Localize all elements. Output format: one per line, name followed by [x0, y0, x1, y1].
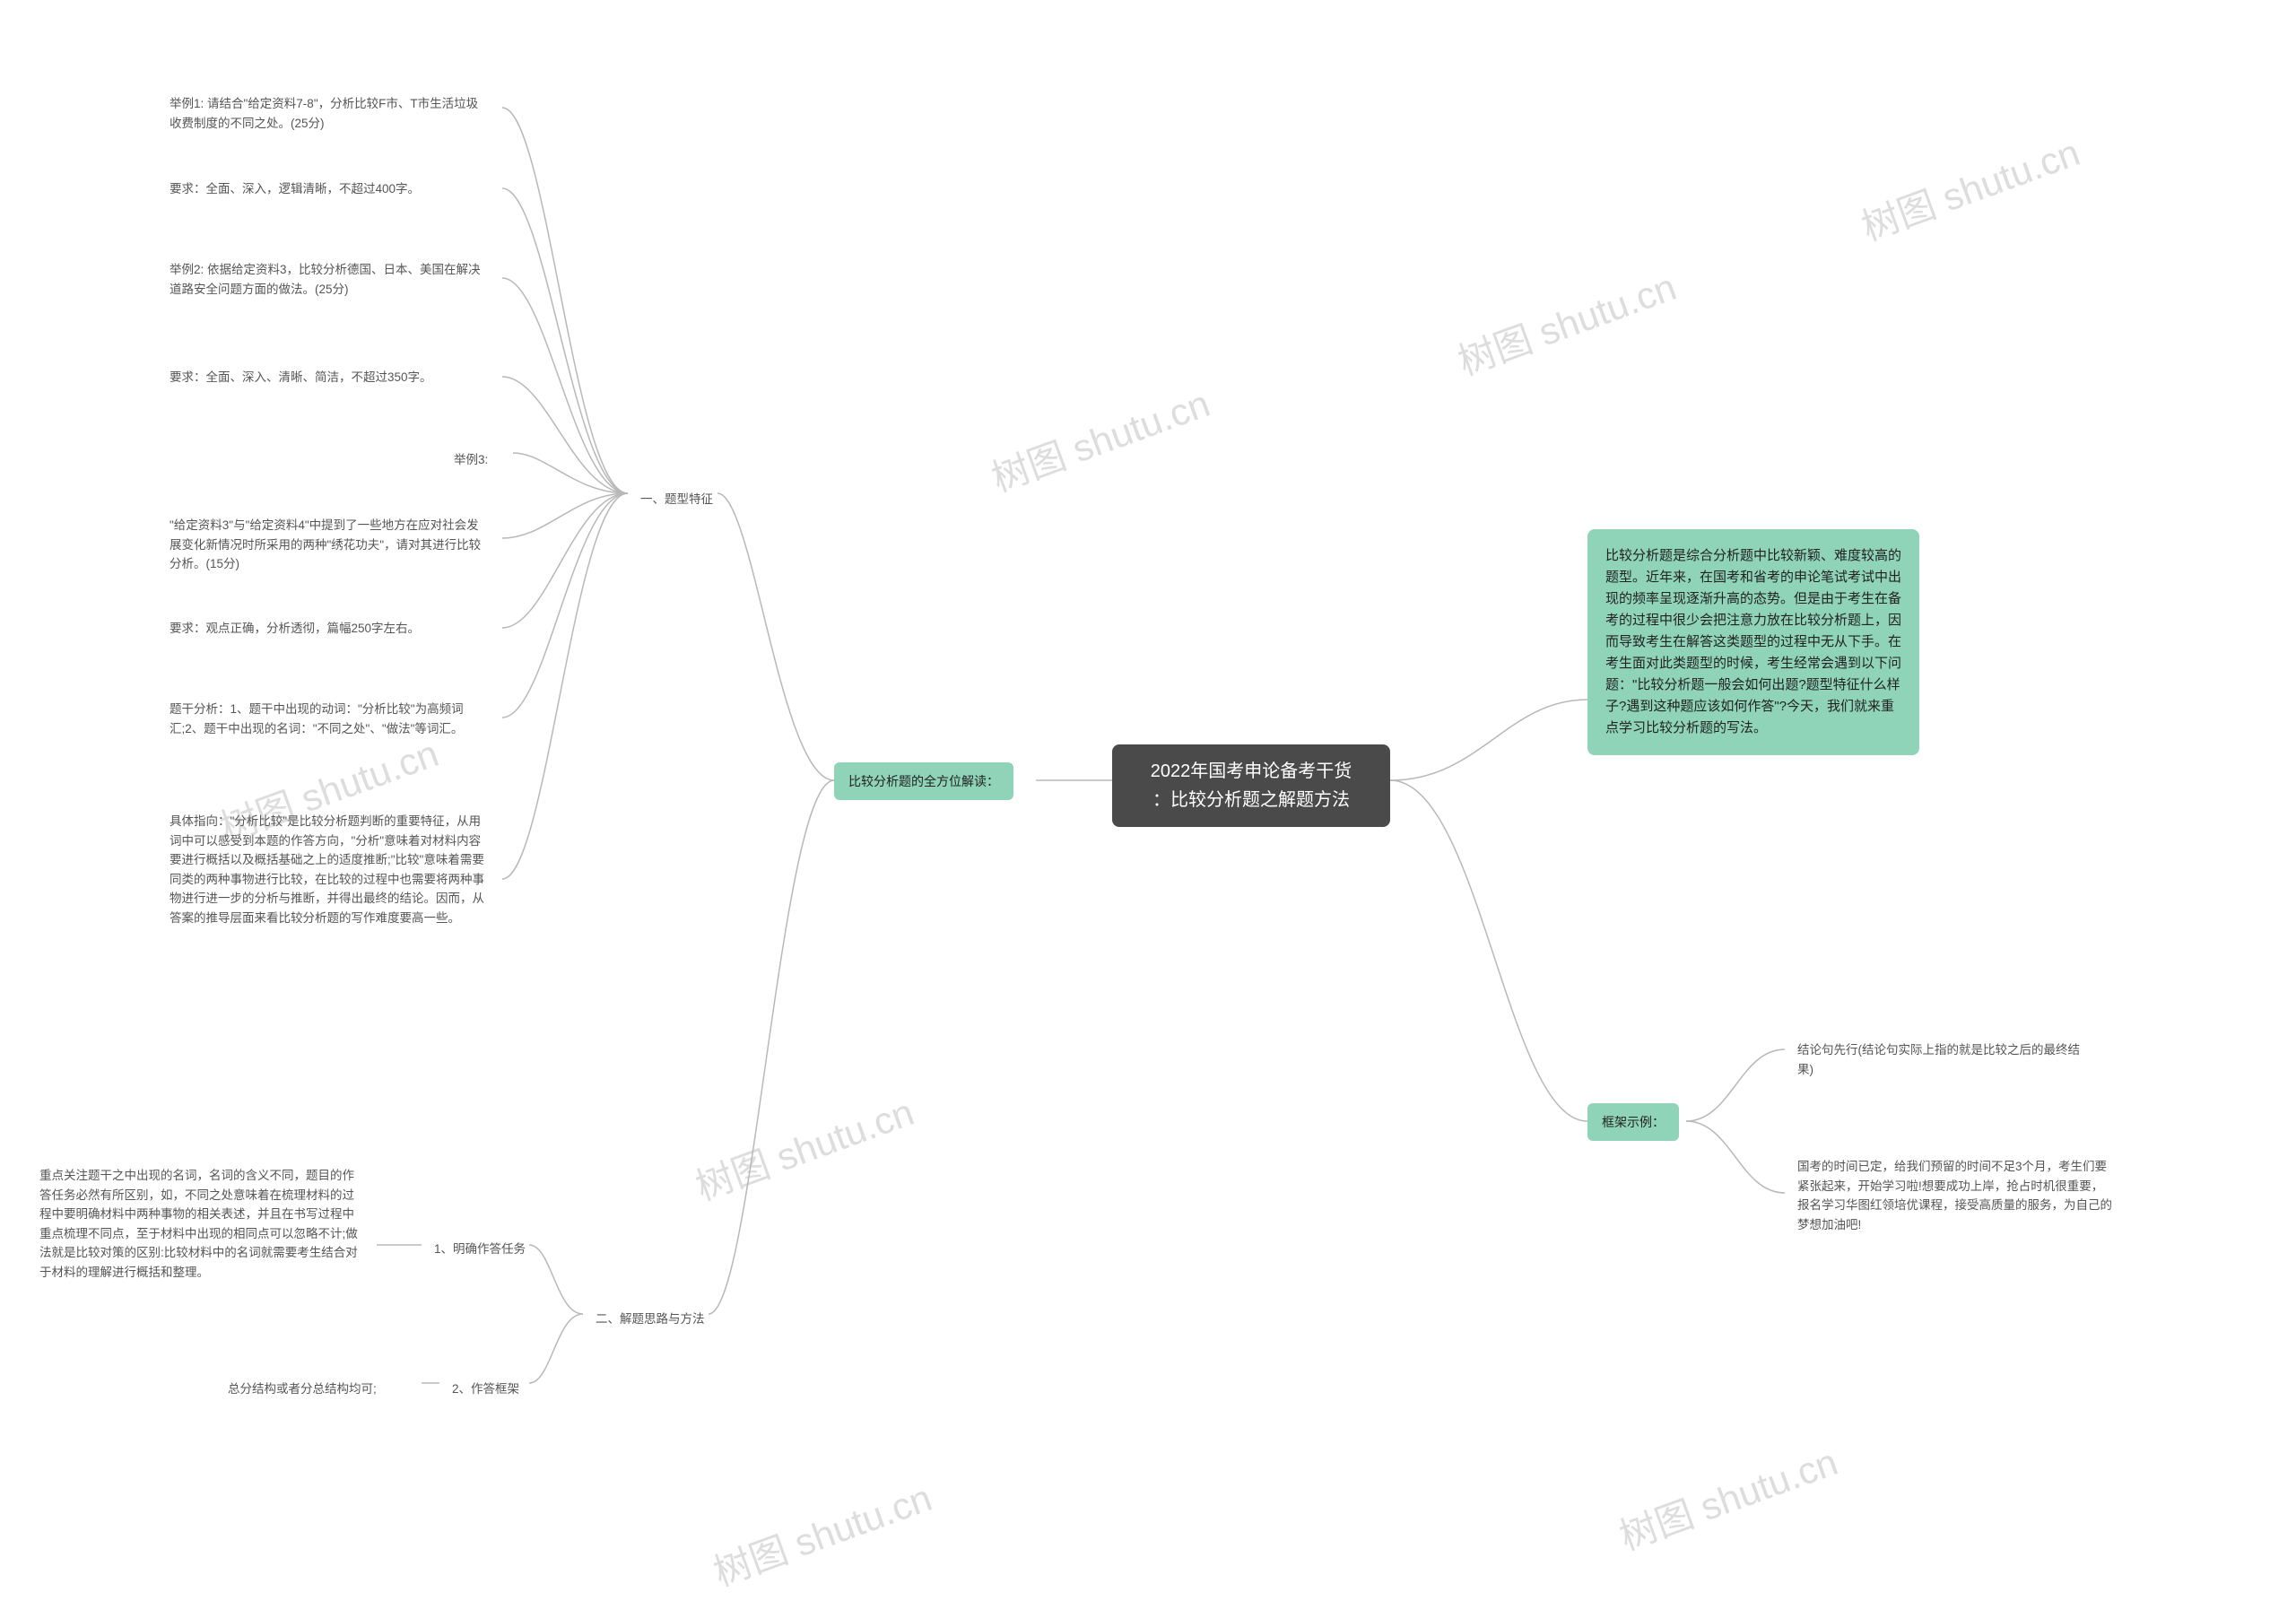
conclusion-text: 结论句先行(结论句实际上指的就是比较之后的最终结果) — [1797, 1043, 2080, 1076]
sub2-label: 2、作答框架 — [452, 1382, 519, 1396]
direction-text: 具体指向："分析比较"是比较分析题判断的重要特征，从用词中可以感受到本题的作答方… — [170, 814, 484, 925]
req1-leaf: 要求：全面、深入，逻辑清晰，不超过400字。 — [157, 170, 498, 208]
task-leaf: 重点关注题干之中出现的名词，名词的含义不同，题目的作答任务必然有所区别，如，不同… — [27, 1157, 377, 1292]
task-text: 重点关注题干之中出现的名词，名词的含义不同，题目的作答任务必然有所区别，如，不同… — [39, 1169, 358, 1279]
decode-label: 比较分析题的全方位解读： — [848, 774, 999, 788]
analysis-text: 题干分析：1、题干中出现的动词："分析比较"为高频词汇;2、题干中出现的名词："… — [170, 702, 464, 735]
direction-leaf: 具体指向："分析比较"是比较分析题判断的重要特征，从用词中可以感受到本题的作答方… — [157, 803, 498, 937]
intro-text: 比较分析题是综合分析题中比较新颖、难度较高的题型。近年来，在国考和省考的申论笔试… — [1605, 548, 1901, 735]
frame-label: 框架示例： — [1602, 1115, 1665, 1129]
section1-label: 一、题型特征 — [640, 492, 713, 506]
outro-leaf: 国考的时间已定，给我们预留的时间不足3个月，考生们要紧张起来，开始学习啦!想要成… — [1785, 1148, 2126, 1243]
req1-text: 要求：全面、深入，逻辑清晰，不超过400字。 — [170, 182, 420, 196]
watermark: 树图 shutu.cn — [688, 1083, 922, 1214]
root-title-l2: ：比较分析题之解题方法 — [1128, 786, 1374, 814]
frame-node: 框架示例： — [1587, 1103, 1679, 1141]
req3-text: 要求：观点正确，分析透彻，篇幅250字左右。 — [170, 622, 420, 635]
ex3-leaf: 举例3: — [441, 441, 513, 479]
ex2-leaf: 举例2: 依据给定资料3，比较分析德国、日本、美国在解决道路安全问题方面的做法。… — [157, 251, 498, 308]
structure-text: 总分结构或者分总结构均可; — [228, 1382, 377, 1396]
intro-node: 比较分析题是综合分析题中比较新颖、难度较高的题型。近年来，在国考和省考的申论笔试… — [1587, 529, 1919, 755]
root-node: 2022年国考申论备考干货 ：比较分析题之解题方法 — [1112, 744, 1390, 827]
ex3-text: 举例3: — [454, 453, 488, 466]
watermark: 树图 shutu.cn — [1854, 124, 2088, 255]
ex1-text: 举例1: 请结合"给定资料7-8"，分析比较F市、T市生活垃圾收费制度的不同之处… — [170, 97, 478, 130]
req3-leaf: 要求：观点正确，分析透彻，篇幅250字左右。 — [157, 610, 498, 648]
watermark: 树图 shutu.cn — [706, 1469, 940, 1600]
outro-text: 国考的时间已定，给我们预留的时间不足3个月，考生们要紧张起来，开始学习啦!想要成… — [1797, 1160, 2112, 1231]
sub1-label: 1、明确作答任务 — [434, 1242, 526, 1256]
req2-leaf: 要求：全面、深入、清晰、简洁，不超过350字。 — [157, 359, 498, 396]
sub1-node: 1、明确作答任务 — [422, 1231, 538, 1268]
ex2-text: 举例2: 依据给定资料3，比较分析德国、日本、美国在解决道路安全问题方面的做法。… — [170, 263, 481, 296]
watermark: 树图 shutu.cn — [1612, 1433, 1846, 1564]
sub2-node: 2、作答框架 — [439, 1370, 532, 1408]
watermark: 树图 shutu.cn — [984, 375, 1218, 506]
root-title-l1: 2022年国考申论备考干货 — [1128, 757, 1374, 786]
section2-node: 二、解题思路与方法 — [583, 1301, 718, 1338]
ex4-text: "给定资料3"与"给定资料4"中提到了一些地方在应对社会发展变化新情况时所采用的… — [170, 518, 481, 570]
section1-node: 一、题型特征 — [628, 481, 726, 518]
ex4-leaf: "给定资料3"与"给定资料4"中提到了一些地方在应对社会发展变化新情况时所采用的… — [157, 507, 498, 583]
section2-label: 二、解题思路与方法 — [596, 1312, 705, 1326]
conclusion-leaf: 结论句先行(结论句实际上指的就是比较之后的最终结果) — [1785, 1031, 2108, 1088]
structure-leaf: 总分结构或者分总结构均可; — [215, 1370, 422, 1408]
decode-node: 比较分析题的全方位解读： — [834, 762, 1013, 800]
analysis-leaf: 题干分析：1、题干中出现的动词："分析比较"为高频词汇;2、题干中出现的名词："… — [157, 691, 498, 747]
ex1-leaf: 举例1: 请结合"给定资料7-8"，分析比较F市、T市生活垃圾收费制度的不同之处… — [157, 85, 498, 142]
watermark: 树图 shutu.cn — [1450, 258, 1684, 389]
req2-text: 要求：全面、深入、清晰、简洁，不超过350字。 — [170, 370, 432, 384]
